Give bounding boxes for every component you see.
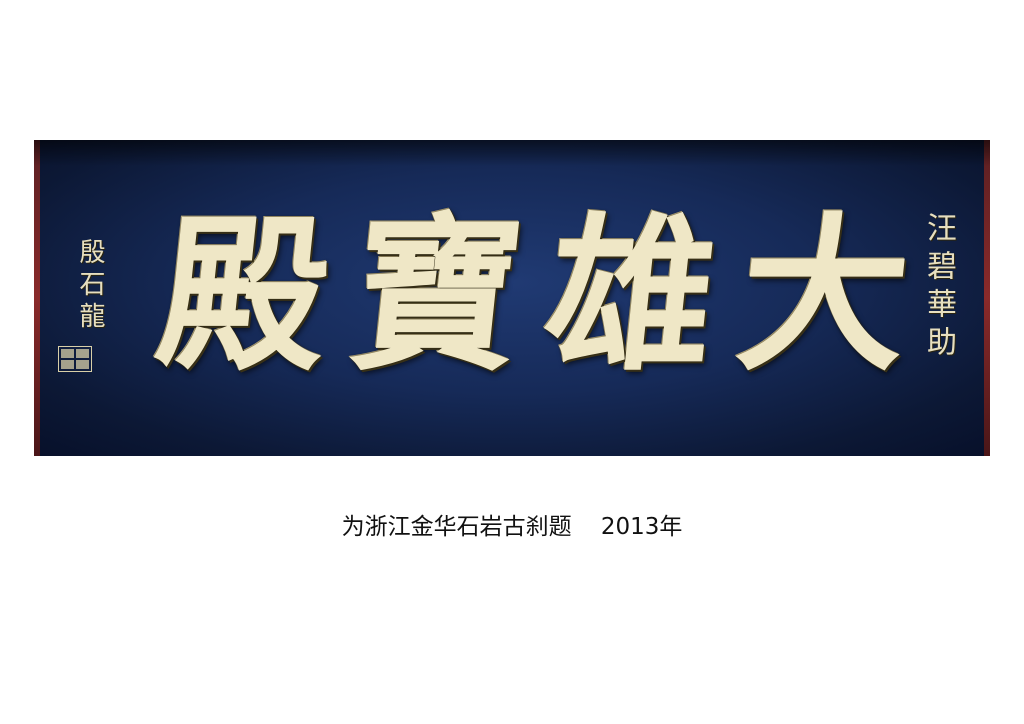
- main-character: 寶: [342, 196, 532, 394]
- image-caption: 为浙江金华石岩古刹题 2013年: [0, 507, 1024, 541]
- main-characters: 殿 寶 雄 大: [150, 190, 919, 400]
- main-character: 殿: [149, 196, 339, 394]
- caption-year: 2013年: [600, 514, 683, 540]
- plaque-top-shadow: [34, 140, 990, 166]
- caption-text: 为浙江金华石岩古刹题: [341, 514, 572, 540]
- right-inscription: 汪碧華助: [921, 212, 956, 364]
- main-character: 大: [729, 196, 919, 394]
- plaque-frame-right: [984, 140, 990, 456]
- main-character: 雄: [536, 196, 726, 394]
- left-signature: 殷石龍: [75, 238, 105, 334]
- seal-stamp-icon: [58, 346, 92, 372]
- plaque-frame-left: [34, 140, 40, 456]
- calligraphy-plaque: 殷石龍 殿 寶 雄 大 汪碧華助: [34, 140, 990, 456]
